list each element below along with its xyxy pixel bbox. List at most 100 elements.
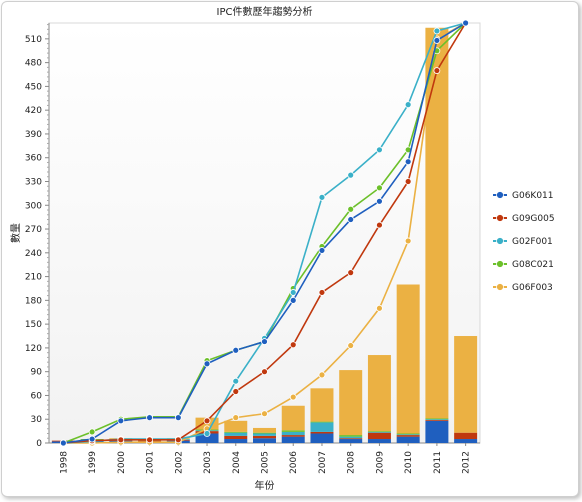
point-G09G005-2011 — [433, 67, 441, 74]
bar-G06F003-2009 — [367, 355, 391, 432]
bar-G02F001-2006 — [281, 431, 305, 436]
y-tick-label: 150 — [25, 320, 42, 330]
bar-G02F001-2008 — [339, 436, 363, 439]
point-G08C021-2008 — [347, 205, 355, 213]
legend-marker-G06K011 — [496, 191, 504, 199]
point-G06K011-2003 — [203, 360, 211, 368]
point-G09G005-2003 — [203, 417, 211, 425]
point-G09G005-2008 — [347, 269, 355, 277]
bar-G09G005-2004 — [224, 435, 248, 440]
y-tick-label: 360 — [25, 154, 42, 164]
bar-G06K011-2003 — [195, 433, 219, 443]
point-G02F001-2004 — [232, 377, 240, 385]
point-G09G005-2006 — [289, 341, 297, 349]
bar-G06F003-2011 — [425, 27, 449, 419]
bar-G09G005-2007 — [310, 431, 334, 434]
point-G06F003-2009 — [376, 304, 383, 312]
point-G06K011-2009 — [376, 197, 383, 205]
bar-G06K011-2007 — [310, 433, 334, 443]
point-G09G005-2000 — [117, 436, 125, 444]
point-G06K011-2011 — [433, 37, 441, 44]
point-G06F003-2005 — [261, 410, 268, 418]
point-G02F001-2011 — [433, 27, 441, 35]
x-tick-label: 2004 — [232, 451, 242, 474]
point-G06K011-2008 — [347, 216, 355, 223]
legend-label-G08C021: G08C021 — [512, 260, 554, 270]
bar-G08C021-2004 — [224, 431, 248, 433]
point-G06F003-2010 — [404, 237, 412, 245]
bar-G09G005-2010 — [396, 435, 420, 437]
bar-G06K011-2009 — [367, 439, 391, 443]
point-G09G005-2002 — [174, 436, 182, 444]
legend-label-G09G005: G09G005 — [512, 214, 555, 224]
bar-G08C021-2011 — [425, 418, 449, 420]
point-G06K011-2005 — [261, 338, 268, 345]
x-tick-label: 1998 — [59, 451, 69, 474]
x-tick-label: 2003 — [203, 451, 213, 474]
bar-G06F003-2005 — [253, 427, 276, 433]
y-tick-label: 420 — [25, 106, 42, 116]
point-G06K011-2004 — [232, 346, 240, 354]
bar-G06F003-2007 — [310, 388, 334, 422]
bar-G09G005-2011 — [425, 420, 449, 421]
y-tick-label: 480 — [25, 59, 42, 69]
y-tick-label: 300 — [25, 201, 42, 211]
legend-marker-G02F001 — [496, 237, 504, 245]
x-tick-label: 2009 — [375, 451, 385, 474]
bar-G06K011-2012 — [454, 439, 478, 443]
y-tick-label: 450 — [25, 82, 42, 92]
y-tick-label: 0 — [36, 439, 42, 449]
legend-marker-G08C021 — [496, 260, 504, 268]
y-tick-label: 120 — [25, 344, 42, 354]
point-G09G005-2001 — [146, 436, 153, 444]
bar-G09G005-2012 — [454, 432, 478, 440]
y-tick-label: 270 — [25, 225, 42, 235]
point-G02F001-2010 — [404, 101, 412, 109]
bar-G02F001-2011 — [425, 419, 449, 421]
bar-G08C021-2006 — [281, 430, 305, 432]
point-G02F001-2007 — [318, 193, 326, 201]
x-tick-label: 2012 — [462, 451, 472, 474]
x-tick-label: 2006 — [289, 451, 299, 474]
x-tick-label: 2011 — [433, 451, 443, 474]
point-G06F003-2008 — [347, 342, 355, 349]
x-tick-label: 2000 — [117, 451, 127, 474]
point-G09G005-2007 — [318, 289, 326, 296]
bar-G06F003-2012 — [454, 336, 478, 433]
legend-label-G02F001: G02F001 — [512, 237, 553, 247]
point-G09G005-2010 — [404, 178, 412, 185]
x-tick-label: 2008 — [347, 451, 357, 474]
point-G09G005-2004 — [232, 388, 240, 395]
bar-G09G005-2006 — [281, 435, 305, 437]
bar-G06K011-2008 — [339, 439, 363, 443]
y-tick-label: 510 — [25, 35, 42, 45]
bar-G06K011-2005 — [253, 438, 276, 443]
point-G06F003-2006 — [289, 393, 297, 401]
y-tick-label: 330 — [25, 177, 42, 187]
y-tick-label: 60 — [31, 391, 43, 401]
point-G06K011-1998 — [59, 439, 67, 447]
y-tick-label: 240 — [25, 249, 42, 259]
bar-G09G005-2008 — [339, 438, 363, 440]
x-tick-label: 1999 — [88, 451, 98, 474]
chart-title: IPC件數歷年趨勢分析 — [217, 5, 313, 18]
point-G02F001-2008 — [347, 171, 355, 179]
point-G06K011-2006 — [289, 296, 297, 304]
point-G09G005-2009 — [376, 221, 383, 229]
point-G06K011-1999 — [88, 435, 96, 443]
bar-G06F003-2010 — [396, 284, 420, 434]
bar-G08C021-2005 — [253, 432, 276, 434]
x-tick-label: 2007 — [318, 451, 328, 474]
point-G06K011-2010 — [404, 158, 412, 166]
bar-G06K011-2011 — [425, 420, 449, 443]
bar-G09G005-2005 — [253, 435, 276, 439]
point-G02F001-2006 — [289, 289, 297, 296]
y-axis-label: 數量 — [9, 223, 22, 243]
bar-G02F001-2010 — [396, 434, 420, 436]
point-G06F003-2004 — [232, 414, 240, 422]
point-G06K011-2002 — [174, 414, 182, 422]
bar-G02F001-2004 — [224, 432, 248, 436]
bar-G08C021-2010 — [396, 433, 420, 435]
bar-G06K011-2004 — [224, 439, 248, 443]
